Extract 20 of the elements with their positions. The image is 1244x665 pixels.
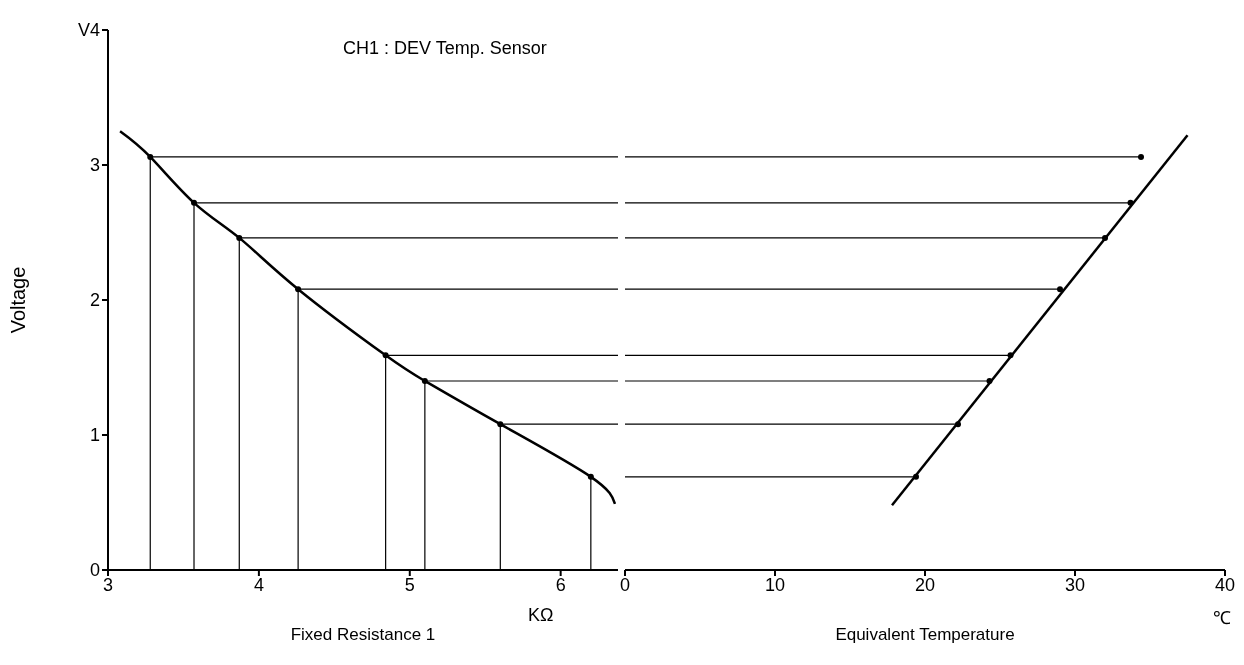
y-axis-title: Voltage [7, 266, 30, 334]
y-tick-label: 3 [89, 155, 100, 176]
text: KΩ [528, 605, 554, 626]
y-tick-label: 1 [89, 425, 100, 446]
x-tick-label: 40 [1214, 574, 1236, 595]
x-tick-label: 0 [619, 574, 631, 595]
y-tick-label: V4 [77, 20, 100, 41]
text: ℃ [1213, 607, 1231, 629]
chart-title: CH1 : DEV Temp. Sensor [343, 38, 547, 59]
y-tick-label: 2 [89, 290, 100, 311]
x-tick-label: 4 [253, 574, 264, 595]
x-tick-label: 5 [404, 574, 415, 595]
x-tick-label: 3 [102, 574, 114, 595]
y-tick-label: 0 [89, 560, 100, 581]
x-tick-label: 6 [555, 574, 566, 595]
x-tick-label: 20 [914, 574, 936, 595]
x-tick-label: 10 [764, 574, 786, 595]
x-tick-label: 30 [1064, 574, 1086, 595]
x-axis-title: Equivalent Temperature [835, 625, 1015, 644]
x-axis-title: Fixed Resistance 1 [290, 625, 436, 644]
